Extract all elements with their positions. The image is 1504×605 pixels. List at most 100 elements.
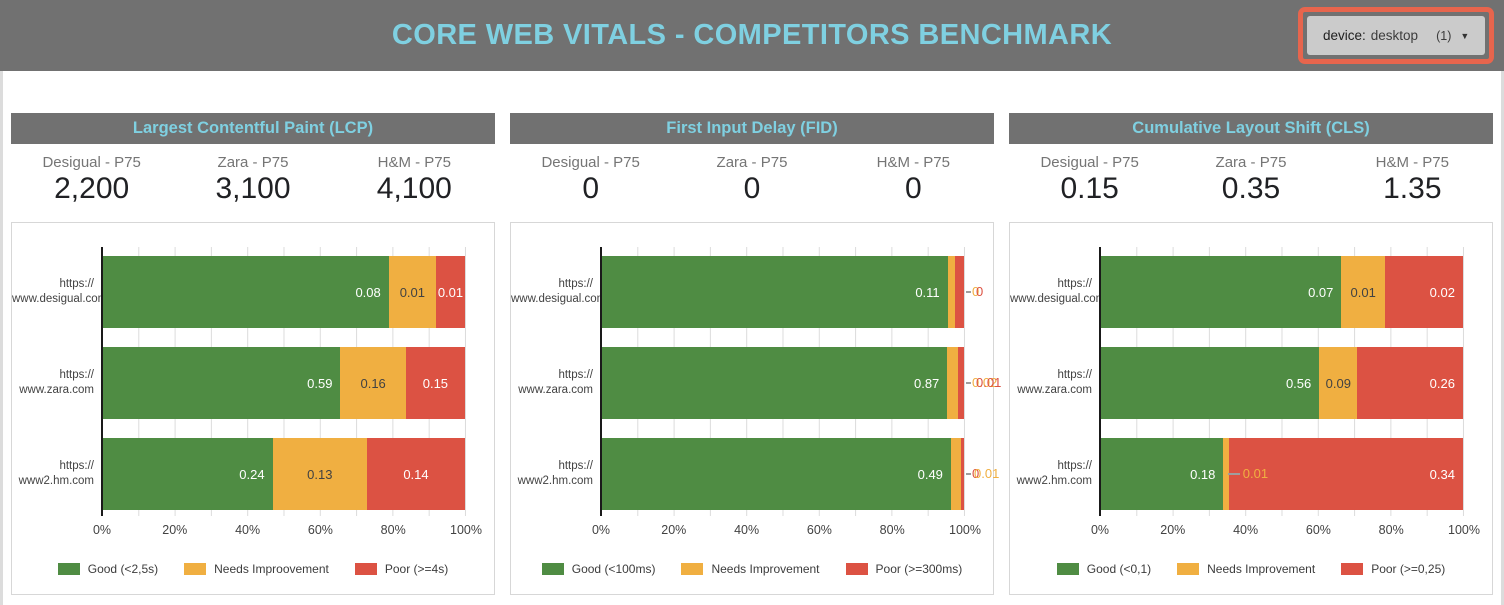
bar-segment-needs[interactable]: 0.01 [1341, 256, 1385, 328]
scorecards: Desigual - P75 0.15 Zara - P75 0.35 H&M - P7… [1009, 144, 1493, 222]
panel-header-lcp: Largest Contentful Paint (LCP) [11, 113, 495, 144]
bar-segment-poor[interactable]: 0.15 [405, 347, 465, 419]
bar-value-label: 0.18 [1190, 466, 1216, 482]
scorecard: H&M - P75 1.35 [1332, 154, 1493, 222]
scorecard-label: Zara - P75 [1215, 154, 1287, 171]
bar-segment-poor[interactable]: 0.14 [366, 438, 465, 510]
x-axis-tick-label: 100% [949, 523, 981, 537]
legend-swatch-good [57, 563, 80, 575]
bar-segment-good[interactable]: 0.08 [102, 256, 389, 328]
category-label-line: www.zara.com [518, 384, 593, 396]
x-axis-tick-label: 60% [806, 523, 832, 537]
bar-segment-poor[interactable] [954, 256, 964, 328]
category-label: https:// www.desigual.com [1010, 256, 1106, 328]
bar-segment-poor[interactable]: 0.01 [435, 256, 465, 328]
legend-item: Poor (>=300ms) [845, 562, 963, 576]
bar-segment-good[interactable]: 0.18 [1100, 438, 1224, 510]
category-label: https:// www2.hm.com [511, 438, 593, 510]
x-axis-tick-label: 20% [1160, 523, 1186, 537]
chart-row: 0.87 0.02 0.01 [601, 347, 1001, 419]
bar-segment-poor[interactable]: 0.34 [1228, 438, 1463, 510]
x-axis: 0% 20% 40% 60% 80% 100% [93, 523, 482, 539]
bar-segment-needs[interactable]: 0.01 [388, 256, 436, 328]
overflow-value-label: 0 [972, 284, 980, 299]
category-label-line: www.zara.com [19, 384, 94, 396]
category-label-line: www.desigual.com [511, 293, 607, 305]
bar-segment-good[interactable]: 0.24 [102, 438, 273, 510]
bar-value-label: 0.56 [1285, 375, 1312, 391]
legend-swatch-good [1056, 563, 1079, 575]
category-label-line: www.desigual.com [1010, 293, 1106, 305]
chart-row: 0.18 0.34 0.01 [1100, 438, 1463, 510]
bar-value-label: 0.14 [403, 466, 429, 482]
bar-segment-needs[interactable]: 0.13 [272, 438, 367, 510]
bar-segment-needs[interactable] [950, 438, 961, 510]
scorecard-value: 0 [904, 172, 922, 205]
x-axis-tick-label: 60% [1305, 523, 1331, 537]
scorecards: Desigual - P75 2,200 Zara - P75 3,100 H&M - … [11, 144, 495, 222]
bar-segment-poor[interactable]: 0.02 [1384, 256, 1463, 328]
bar-segment-good[interactable]: 0.56 [1100, 347, 1320, 419]
category-label: https:// www.desigual.com [12, 256, 107, 328]
bar-value-label: 0.02 [1429, 284, 1455, 300]
legend-label: Good (<100ms) [571, 562, 656, 576]
chart-legend: Good (<2,5s) Needs Improovement Poor (>=4s… [12, 562, 494, 576]
scorecard-value: 0 [582, 172, 599, 205]
chart-row: 0.11 0 0 [601, 256, 983, 328]
chart-row: 0.56 0.09 0.26 [1100, 347, 1463, 419]
bar-value-label: 0.16 [360, 375, 386, 391]
bar-plot: 0.08 0.01 0.01 0.59 0.16 0.15 0.24 0.13 0.14 [102, 247, 466, 516]
x-axis-tick-label: 80% [1378, 523, 1404, 537]
bar-value-label: 0.13 [307, 466, 333, 482]
bar-segment-good[interactable]: 0.11 [601, 256, 948, 328]
bar-segment-poor[interactable] [960, 438, 964, 510]
scorecard-label: Zara - P75 [217, 154, 289, 171]
bar-segment-needs[interactable]: 0.09 [1319, 347, 1358, 419]
legend-label: Poor (>=300ms) [875, 562, 963, 576]
scorecard: Zara - P75 0 [671, 154, 832, 222]
report-title: CORE WEB VITALS - COMPETITORS BENCHMARK [391, 19, 1113, 51]
panel-lcp: Largest Contentful Paint (LCP) Desigual -… [11, 113, 495, 595]
legend-item: Good (<100ms) [541, 562, 656, 576]
panel-title: First Input Delay (FID) [666, 119, 838, 137]
legend-swatch-poor [845, 563, 868, 575]
bar-segment-good[interactable]: 0.49 [601, 438, 951, 510]
bar-segment-poor[interactable] [957, 347, 964, 419]
legend-swatch-needs [681, 563, 704, 575]
bar-value-label: 0.11 [915, 284, 940, 300]
bar-segment-needs[interactable] [1223, 438, 1229, 510]
bar-segment-needs[interactable] [947, 256, 955, 328]
overflow-value-label: 0.01 [1242, 466, 1269, 481]
category-label: https:// www.desigual.com [511, 256, 607, 328]
x-axis-tick-label: 100% [1448, 523, 1480, 537]
bar-segment-good[interactable]: 0.87 [601, 347, 948, 419]
scorecard-label: Desigual - P75 [541, 154, 640, 171]
legend-label: Needs Improvement [711, 562, 820, 576]
chart-card-lcp: https:// www.desigual.com https:// www.zara… [11, 222, 495, 595]
bar-segment-needs[interactable]: 0.16 [340, 347, 406, 419]
bar-segment-good[interactable]: 0.59 [102, 347, 341, 419]
chart-row: 0.24 0.13 0.14 [102, 438, 465, 510]
panel-header-fid: First Input Delay (FID) [510, 113, 994, 144]
bar-segment-good[interactable]: 0.07 [1100, 256, 1342, 328]
legend-label: Poor (>=4s) [384, 562, 449, 576]
x-axis-tick-label: 40% [235, 523, 261, 537]
bar-segment-needs[interactable] [947, 347, 958, 419]
x-axis-tick-label: 40% [1233, 523, 1259, 537]
panel-header-cls: Cumulative Layout Shift (CLS) [1009, 113, 1493, 144]
category-label-line: https:// [558, 369, 593, 381]
x-axis: 0% 20% 40% 60% 80% 100% [1091, 523, 1480, 539]
bar-segment-poor[interactable]: 0.26 [1357, 347, 1463, 419]
legend-label: Poor (>=0,25) [1371, 562, 1446, 576]
leader-line [966, 291, 971, 293]
x-axis-tick-label: 40% [734, 523, 760, 537]
device-filter-dropdown[interactable]: device: desktop (1) ▼ [1307, 16, 1485, 55]
overflow-value-label: 0 [976, 284, 984, 299]
category-label: https:// www2.hm.com [1010, 438, 1092, 510]
x-axis-tick-label: 0% [1090, 523, 1110, 537]
scorecard-label: Desigual - P75 [42, 154, 141, 171]
scorecard-value: 3,100 [215, 172, 291, 205]
bar-value-label: 0.49 [917, 466, 943, 482]
x-axis-tick-label: 20% [162, 523, 188, 537]
scorecard-label: H&M - P75 [876, 154, 950, 171]
